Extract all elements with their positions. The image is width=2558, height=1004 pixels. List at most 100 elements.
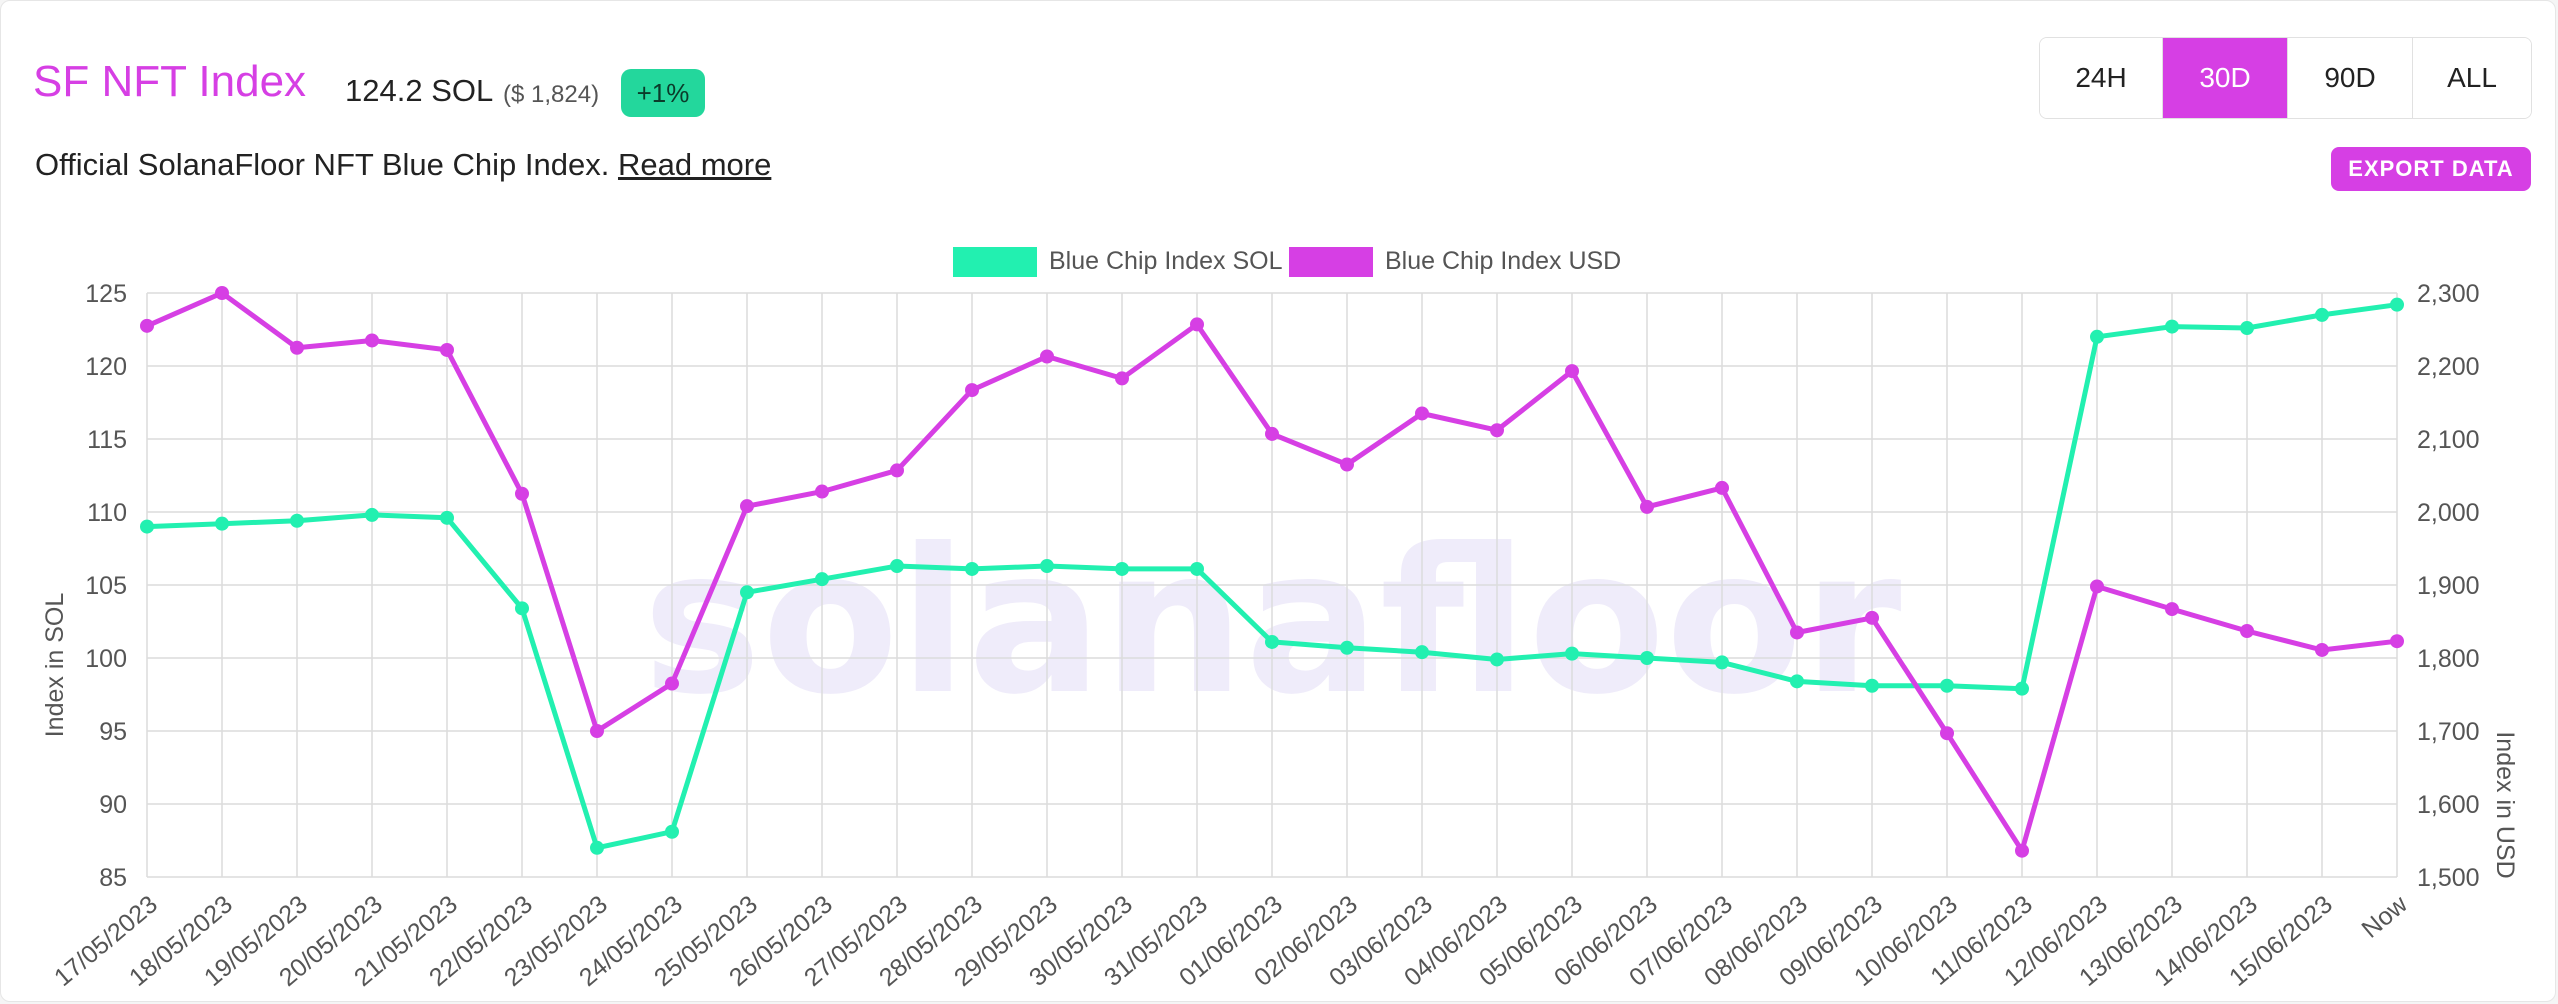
data-point-usd <box>740 499 754 514</box>
y-left-tick-label: 105 <box>85 572 127 600</box>
price-sol: 124.2 SOL <box>345 73 494 108</box>
read-more-link[interactable]: Read more <box>617 147 772 182</box>
data-point-usd <box>1340 457 1354 472</box>
data-point-sol <box>1265 634 1279 649</box>
x-tick-label: Now <box>2357 890 2414 944</box>
data-point-usd <box>365 333 379 348</box>
data-point-usd <box>590 724 604 738</box>
range-button-90d[interactable]: 90D <box>2288 38 2413 118</box>
data-point-usd <box>1640 499 1654 514</box>
data-point-sol <box>2165 319 2179 334</box>
data-point-sol <box>140 519 154 534</box>
y-left-axis-label: Index in SOL <box>41 593 69 738</box>
data-point-usd <box>2240 623 2254 638</box>
data-point-usd <box>1190 317 1204 332</box>
y-left-tick-label: 100 <box>85 645 127 673</box>
data-point-sol <box>1565 646 1579 661</box>
y-right-tick-label: 1,700 <box>2417 718 2480 746</box>
y-left-tick-label: 110 <box>87 499 127 527</box>
data-point-sol <box>1040 559 1054 574</box>
data-point-usd <box>2315 642 2329 657</box>
data-point-sol <box>590 840 604 855</box>
legend-swatch-usd <box>1289 247 1373 277</box>
time-range-selector: 24H 30D 90D ALL <box>2039 37 2532 119</box>
y-left-tick-label: 120 <box>85 353 127 381</box>
data-point-usd <box>965 383 979 398</box>
data-point-usd <box>1415 406 1429 421</box>
y-right-tick-label: 1,600 <box>2417 791 2480 819</box>
y-right-tick-label: 2,000 <box>2417 499 2480 527</box>
data-point-sol <box>2240 321 2254 336</box>
data-point-sol <box>815 572 829 587</box>
data-point-sol <box>2090 329 2104 344</box>
data-point-usd <box>215 286 229 300</box>
data-point-sol <box>1940 678 1954 693</box>
data-point-usd <box>1115 371 1129 386</box>
y-left-tick-label: 85 <box>99 864 127 892</box>
data-point-usd <box>1565 364 1579 379</box>
data-point-sol <box>665 824 679 839</box>
data-point-usd <box>665 676 679 691</box>
data-point-sol <box>1865 678 1879 693</box>
data-point-sol <box>440 510 454 525</box>
y-right-tick-label: 1,500 <box>2417 864 2480 892</box>
y-right-tick-label: 1,900 <box>2417 572 2480 600</box>
y-right-tick-label: 2,300 <box>2417 280 2480 308</box>
y-left-tick-label: 125 <box>85 280 127 308</box>
y-right-tick-label: 2,100 <box>2417 426 2480 454</box>
export-data-button[interactable]: EXPORT DATA <box>2331 147 2531 191</box>
y-right-axis-label: Index in USD <box>2491 731 2519 878</box>
y-left-tick-label: 90 <box>99 791 127 819</box>
price-usd: ($ 1,824) <box>503 81 600 108</box>
data-point-usd <box>440 342 454 357</box>
data-point-sol <box>740 585 754 600</box>
data-point-usd <box>2090 579 2104 594</box>
data-point-usd <box>2165 602 2179 617</box>
data-point-usd <box>1865 610 1879 625</box>
legend-label-sol: Blue Chip Index SOL <box>1049 247 1283 275</box>
y-left-tick-label: 115 <box>87 426 127 454</box>
data-point-sol <box>1340 640 1354 655</box>
data-point-usd <box>1265 426 1279 441</box>
data-point-usd <box>890 463 904 478</box>
data-point-sol <box>365 507 379 522</box>
data-point-usd <box>2015 843 2029 858</box>
data-point-sol <box>1790 674 1804 689</box>
index-description: Official SolanaFloor NFT Blue Chip Index… <box>35 147 771 183</box>
data-point-sol <box>1640 651 1654 665</box>
y-left-tick-label: 95 <box>99 718 127 746</box>
data-point-sol <box>1490 652 1504 667</box>
data-point-sol <box>1115 561 1129 576</box>
y-right-tick-label: 1,800 <box>2417 645 2480 673</box>
data-point-usd <box>815 484 829 499</box>
data-point-sol <box>515 601 529 616</box>
data-point-usd <box>1715 480 1729 495</box>
data-point-usd <box>1940 726 1954 741</box>
y-right-tick-label: 2,200 <box>2417 353 2480 381</box>
range-button-24h[interactable]: 24H <box>2040 38 2163 118</box>
data-point-sol <box>2315 307 2329 322</box>
data-point-sol <box>890 559 904 574</box>
data-point-usd <box>2390 634 2404 649</box>
data-point-sol <box>1190 561 1204 576</box>
range-button-30d[interactable]: 30D <box>2163 38 2288 118</box>
legend-swatch-sol <box>953 247 1037 277</box>
data-point-usd <box>140 318 154 333</box>
legend-label-usd: Blue Chip Index USD <box>1385 247 1621 275</box>
data-point-sol <box>290 513 304 528</box>
data-point-usd <box>1790 625 1804 640</box>
data-point-sol <box>2015 681 2029 696</box>
range-button-all[interactable]: ALL <box>2413 38 2531 118</box>
description-text: Official SolanaFloor NFT Blue Chip Index… <box>35 147 610 182</box>
data-point-sol <box>2390 297 2404 312</box>
page-title: SF NFT Index <box>33 57 307 106</box>
data-point-usd <box>1490 423 1504 438</box>
change-badge: +1% <box>621 69 705 117</box>
data-point-sol <box>1715 655 1729 670</box>
data-point-usd <box>515 486 529 501</box>
data-point-sol <box>1415 645 1429 660</box>
data-point-sol <box>965 561 979 576</box>
data-point-usd <box>290 340 304 355</box>
